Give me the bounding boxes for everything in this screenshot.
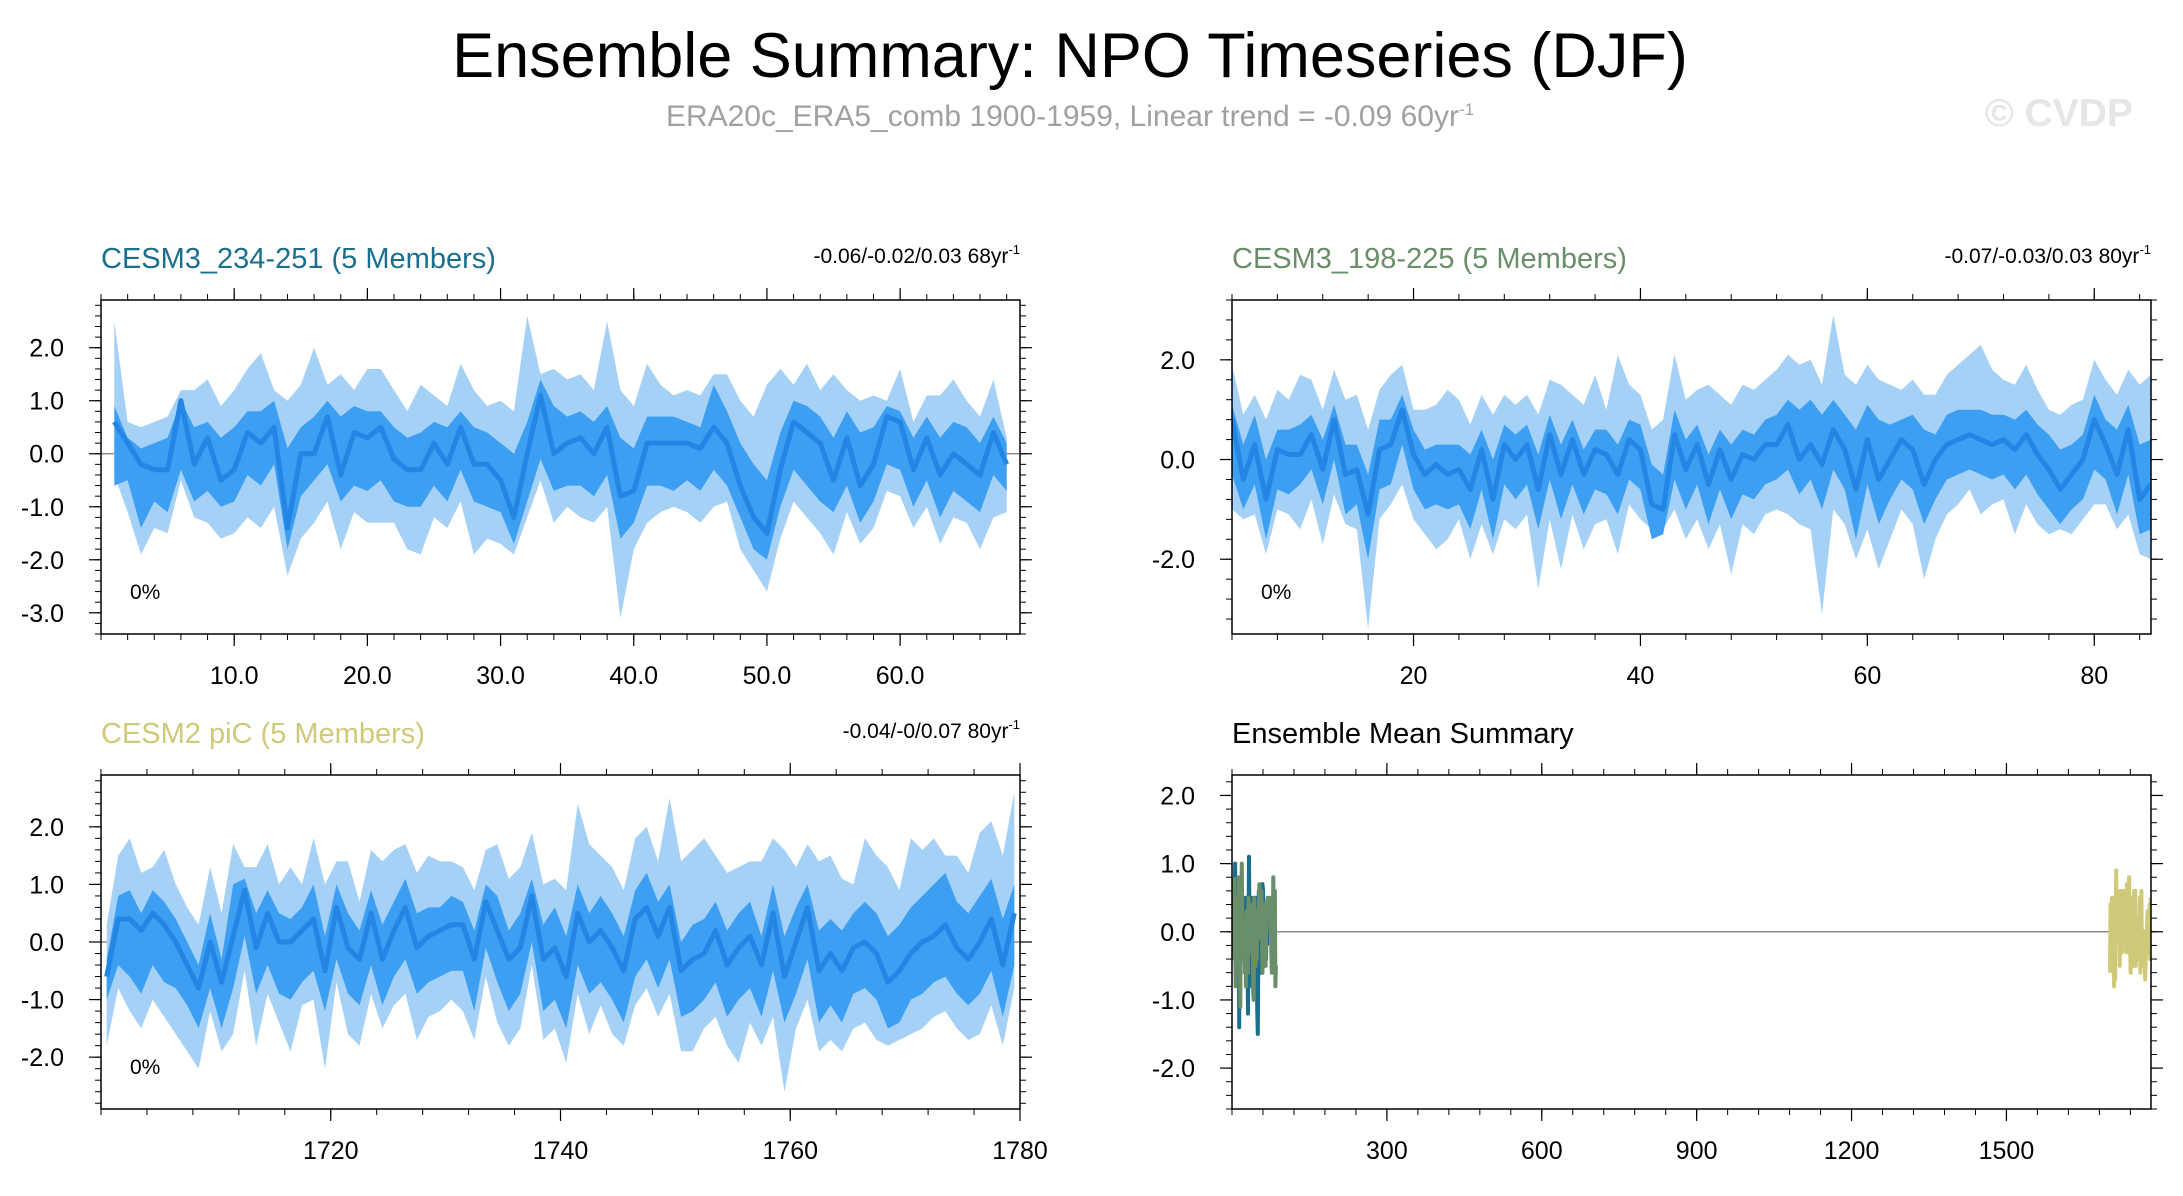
percent-label: 0%	[1261, 581, 1291, 604]
panel-title: CESM2 piC (5 Members)	[101, 718, 425, 750]
trend-label: -0.04/-0/0.07 80yr-1	[843, 717, 1020, 743]
panel-p3: 0% -0.04/-0/0.07 80yr-1 1720 1740 1760 1780 -2…	[21, 717, 1048, 1165]
x-tick-label: 600	[1521, 1137, 1563, 1165]
x-tick-label: 1500	[1979, 1137, 2035, 1165]
series-line	[2108, 868, 2151, 989]
panel-p1: 0% -0.06/-0.02/0.03 68yr-1 10.0 20.0 30.0 40.…	[21, 242, 1032, 690]
y-tick-label: 0.0	[29, 441, 64, 469]
panel-title: Ensemble Mean Summary	[1232, 718, 1574, 750]
subtitle-superscript: -1	[1458, 100, 1475, 119]
plot-area	[101, 315, 1020, 619]
x-tick-label: 20	[1400, 662, 1428, 690]
y-tick-label: 0.0	[29, 929, 64, 957]
x-tick-label: 10.0	[210, 662, 259, 690]
y-tick-label: -1.0	[21, 987, 64, 1015]
trend-label-superscript: -1	[1008, 242, 1020, 257]
y-tick-label: 1.0	[29, 871, 64, 899]
plot-area	[1232, 315, 2151, 629]
plot-area	[101, 792, 1020, 1092]
trend-label: -0.06/-0.02/0.03 68yr-1	[813, 242, 1020, 268]
y-tick-label: -2.0	[21, 1044, 64, 1072]
x-tick-label: 1760	[762, 1137, 818, 1165]
subtitle-text: ERA20c_ERA5_comb 1900-1959, Linear trend…	[665, 100, 1459, 133]
y-tick-label: 0.0	[1160, 919, 1195, 947]
trend-label: -0.07/-0.03/0.03 80yr-1	[1944, 242, 2151, 268]
percent-label: 0%	[130, 1056, 160, 1079]
y-tick-label: 2.0	[1160, 347, 1195, 375]
ensemble-mean-line	[1232, 407, 2151, 517]
inner-spread-band	[1232, 394, 2151, 560]
figure-subtitle: ERA20c_ERA5_comb 1900-1959, Linear trend…	[0, 100, 2140, 134]
figure-header: Ensemble Summary: NPO Timeseries (DJF) E…	[0, 0, 2183, 170]
x-tick-label: 60.0	[876, 662, 925, 690]
x-tick-label: 1740	[533, 1137, 589, 1165]
plot-frame	[100, 299, 1021, 635]
y-tick-label: -1.0	[21, 494, 64, 522]
y-tick-label: 2.0	[1160, 782, 1195, 810]
x-tick-label: 1200	[1824, 1137, 1880, 1165]
x-tick-label: 300	[1366, 1137, 1408, 1165]
x-tick-label: 40.0	[609, 662, 658, 690]
trend-label-superscript: -1	[2139, 242, 2151, 257]
y-tick-label: 1.0	[1160, 851, 1195, 879]
panel-title: CESM3_234-251 (5 Members)	[101, 243, 496, 275]
figure-title: Ensemble Summary: NPO Timeseries (DJF)	[452, 21, 1688, 91]
panel-p2: 0% -0.07/-0.03/0.03 80yr-1 20 40 60 80 -2.0 0.0…	[1152, 242, 2163, 690]
plot-frame	[1231, 299, 2152, 635]
series-line	[1232, 861, 1278, 1009]
y-tick-label: 2.0	[29, 335, 64, 363]
x-tick-label: 1720	[303, 1137, 359, 1165]
panel-title: CESM3_198-225 (5 Members)	[1232, 243, 1627, 275]
inner-spread-band	[114, 379, 1007, 560]
plot-area	[1232, 854, 2151, 1036]
x-tick-label: 80	[2080, 662, 2108, 690]
panel-p4: 300 600 900 1200 1500 -2.0 -1.0 0.0 1.0 2.0 Ensemb…	[1152, 718, 2163, 1165]
plot-frame	[1231, 774, 2152, 1110]
x-tick-label: 50.0	[743, 662, 792, 690]
x-tick-label: 20.0	[343, 662, 392, 690]
x-tick-label: 900	[1676, 1137, 1718, 1165]
x-tick-label: 40	[1627, 662, 1655, 690]
trend-label-superscript: -1	[1008, 717, 1020, 732]
y-tick-label: -2.0	[21, 547, 64, 575]
y-tick-label: -3.0	[21, 600, 64, 628]
y-tick-label: 2.0	[29, 814, 64, 842]
y-tick-label: -2.0	[1152, 546, 1195, 574]
x-tick-label: 1780	[992, 1137, 1048, 1165]
y-tick-label: 1.0	[29, 388, 64, 416]
ensemble-mean-line	[104, 887, 1017, 991]
y-tick-label: 0.0	[1160, 447, 1195, 475]
cvdp-watermark: © CVDP	[1985, 92, 2133, 135]
percent-label: 0%	[130, 581, 160, 604]
x-tick-label: 30.0	[476, 662, 525, 690]
ensemble-mean-line	[112, 392, 1010, 536]
y-tick-label: -2.0	[1152, 1055, 1195, 1083]
x-tick-label: 60	[1853, 662, 1881, 690]
y-tick-label: -1.0	[1152, 987, 1195, 1015]
